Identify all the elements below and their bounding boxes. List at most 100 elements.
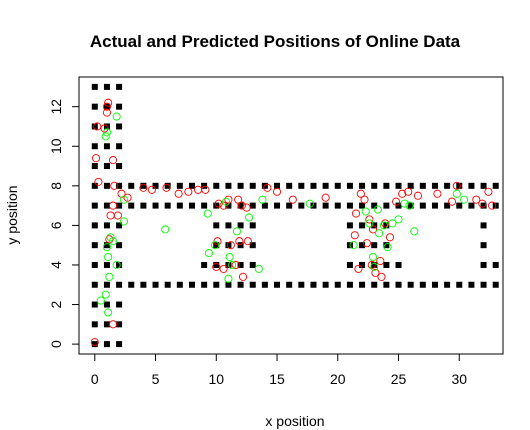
training-point: [346, 222, 353, 229]
training-point: [444, 202, 451, 209]
training-point: [274, 182, 281, 189]
training-point: [346, 261, 353, 268]
training-point: [201, 202, 208, 209]
training-point: [103, 321, 110, 328]
actual-point: [219, 201, 228, 210]
training-point: [116, 202, 123, 209]
training-point: [213, 242, 220, 249]
plot-frame: [78, 76, 504, 355]
predicted-point: [254, 264, 263, 273]
training-point: [468, 281, 475, 288]
training-point: [334, 281, 341, 288]
training-point: [116, 242, 123, 249]
x-tick-label: 30: [451, 371, 467, 387]
predicted-point: [305, 199, 314, 208]
training-point: [164, 281, 171, 288]
predicted-point: [102, 243, 111, 252]
x-axis: 0 5 10 15 20 25 30: [91, 354, 467, 387]
training-point: [103, 281, 110, 288]
predicted-point: [361, 207, 370, 216]
y-tick-label: 0: [48, 340, 64, 348]
training-point: [176, 182, 183, 189]
actual-point: [108, 320, 118, 329]
training-point: [152, 182, 159, 189]
actual-point: [385, 233, 395, 242]
actual-point: [214, 199, 223, 208]
training-point: [274, 202, 281, 209]
y-axis: 0 2 4 6 8 10 12: [48, 99, 79, 348]
training-point: [395, 261, 402, 268]
training-point: [310, 281, 317, 288]
training-point: [164, 182, 171, 189]
training-point: [140, 202, 147, 209]
predicted-point: [96, 296, 105, 305]
training-point: [116, 83, 123, 90]
actual-point: [377, 272, 386, 281]
training-point: [407, 281, 414, 288]
actual-point: [488, 201, 497, 210]
training-point: [407, 202, 414, 209]
training-point: [346, 281, 353, 288]
predicted-point: [224, 274, 233, 283]
training-point: [201, 182, 208, 189]
training-point: [359, 261, 366, 268]
training-point: [286, 182, 293, 189]
training-point: [213, 222, 220, 229]
training-point: [91, 281, 98, 288]
training-point: [237, 222, 244, 229]
training-point: [383, 261, 390, 268]
training-point: [371, 261, 378, 268]
predicted-point: [228, 260, 237, 270]
training-point: [225, 182, 232, 189]
training-point: [383, 202, 390, 209]
training-point: [298, 281, 305, 288]
actual-point: [231, 260, 240, 270]
training-point: [91, 321, 98, 328]
predicted-point: [394, 215, 403, 224]
predicted-point: [373, 205, 382, 214]
training-point: [249, 281, 256, 288]
training-point: [286, 202, 293, 209]
training-point: [237, 182, 244, 189]
actual-point: [102, 102, 111, 111]
y-tick-label: 8: [48, 182, 64, 190]
training-point: [188, 182, 195, 189]
training-point: [91, 341, 98, 348]
predicted-point: [112, 260, 121, 270]
actual-point: [104, 98, 113, 107]
training-point: [286, 281, 293, 288]
training-point: [468, 202, 475, 209]
training-point: [176, 202, 183, 209]
actual-point: [413, 191, 423, 200]
actual-point: [433, 189, 442, 198]
training-point: [91, 163, 98, 170]
training-point: [201, 281, 208, 288]
y-axis-label: y position: [4, 185, 20, 244]
actual-point: [392, 197, 401, 206]
training-point: [431, 202, 438, 209]
training-point: [116, 341, 123, 348]
predicted-point: [460, 195, 469, 204]
x-tick-label: 0: [91, 371, 99, 387]
data-points: [90, 83, 499, 348]
training-point: [444, 281, 451, 288]
training-point: [395, 182, 402, 189]
actual-point: [263, 183, 272, 192]
training-point: [237, 242, 244, 249]
actual-point: [365, 215, 374, 224]
training-point: [116, 182, 123, 189]
predicted-point: [410, 227, 419, 236]
actual-point: [360, 195, 369, 204]
actual-point: [350, 231, 359, 240]
training-point: [91, 242, 98, 249]
training-point: [213, 202, 220, 209]
training-point: [456, 281, 463, 288]
training-point: [480, 242, 487, 249]
training-point: [261, 281, 268, 288]
training-point: [346, 202, 353, 209]
training-point: [225, 281, 232, 288]
training-point: [334, 182, 341, 189]
training-point: [91, 123, 98, 130]
x-tick-label: 25: [391, 371, 407, 387]
actual-point: [398, 189, 407, 198]
